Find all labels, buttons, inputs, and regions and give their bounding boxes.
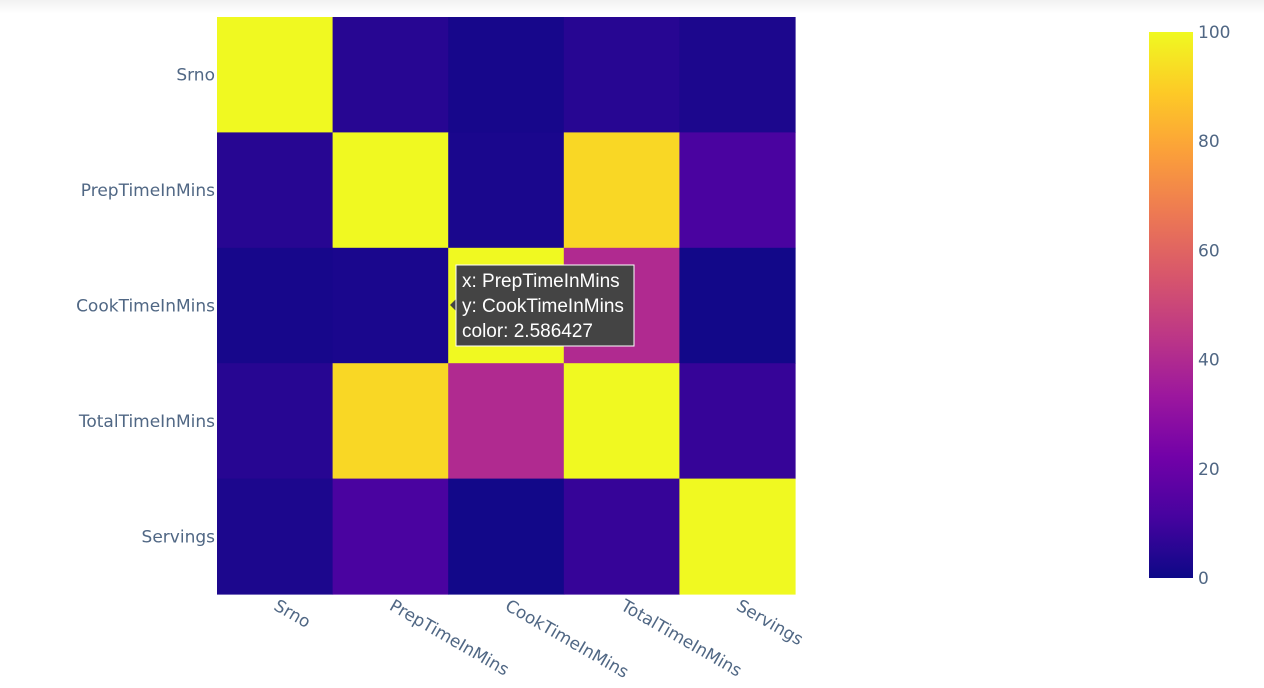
- heatmap-cell[interactable]: [679, 132, 796, 249]
- heatmap-cell[interactable]: [679, 478, 796, 595]
- heatmap-cell[interactable]: [332, 478, 449, 595]
- x-tick-label: PrepTimeInMins: [386, 596, 512, 681]
- colorbar-ticks: 0 20 40 60 80 100: [1198, 23, 1230, 589]
- heatmap-cell[interactable]: [332, 247, 449, 364]
- heatmap-cell[interactable]: [332, 363, 449, 480]
- y-tick-label: Srno: [176, 66, 215, 86]
- colorbar-tick-label: 100: [1198, 23, 1230, 43]
- heatmap-cell[interactable]: [679, 17, 796, 133]
- colorbar-tick-label: 0: [1198, 569, 1209, 589]
- x-tick-label: Servings: [733, 596, 807, 650]
- heatmap-cell[interactable]: [563, 363, 680, 480]
- heatmap-cell[interactable]: [448, 478, 565, 595]
- tooltip-y-line: y: CookTimeInMins: [462, 296, 624, 317]
- heatmap-cell[interactable]: [217, 132, 334, 249]
- heatmap-cell[interactable]: [332, 17, 449, 133]
- colorbar-tick-label: 20: [1198, 460, 1220, 480]
- colorbar-tick-label: 60: [1198, 241, 1220, 261]
- heatmap-cell[interactable]: [679, 247, 796, 364]
- y-tick-label: Servings: [142, 527, 216, 547]
- heatmap-cell[interactable]: [217, 363, 334, 480]
- heatmap-cell[interactable]: [332, 132, 449, 249]
- x-axis-labels: Srno PrepTimeInMinsCookTimeInMinsTotalTim…: [270, 596, 806, 683]
- heatmap-cell[interactable]: [448, 363, 565, 480]
- heatmap-cell[interactable]: [563, 132, 680, 249]
- x-tick-label: TotalTimeInMins: [616, 596, 745, 682]
- tooltip-color-line: color: 2.586427: [462, 321, 593, 342]
- heatmap-cell[interactable]: [217, 247, 334, 364]
- top-shade: [0, 0, 1264, 14]
- tooltip-arrow: [450, 299, 456, 311]
- tooltip-x-line: x: PrepTimeInMins: [462, 271, 620, 292]
- y-tick-label: CookTimeInMins: [76, 297, 215, 317]
- colorbar: [1149, 32, 1193, 578]
- colorbar-tick-label: 40: [1198, 351, 1220, 371]
- heatmap-cell[interactable]: [217, 478, 334, 595]
- colorbar-tick-label: 80: [1198, 132, 1220, 152]
- heatmap-cell[interactable]: [448, 132, 565, 249]
- heatmap-cell[interactable]: [563, 478, 680, 595]
- heatmap-cell[interactable]: [217, 17, 334, 133]
- x-tick-label: Srno: [270, 596, 313, 633]
- heatmap-cell[interactable]: [679, 363, 796, 480]
- y-tick-label: PrepTimeInMins: [81, 181, 215, 201]
- heatmap-cell[interactable]: [448, 17, 565, 133]
- y-axis-labels: Srno PrepTimeInMins CookTimeInMins TotalTim…: [76, 66, 215, 548]
- x-tick-label: CookTimeInMins: [502, 596, 632, 683]
- hover-tooltip: x: PrepTimeInMins y: CookTimeInMins colo…: [450, 264, 635, 347]
- heatmap-cell[interactable]: [563, 17, 680, 133]
- tooltip-box: [455, 264, 635, 347]
- y-tick-label: TotalTimeInMins: [78, 412, 215, 432]
